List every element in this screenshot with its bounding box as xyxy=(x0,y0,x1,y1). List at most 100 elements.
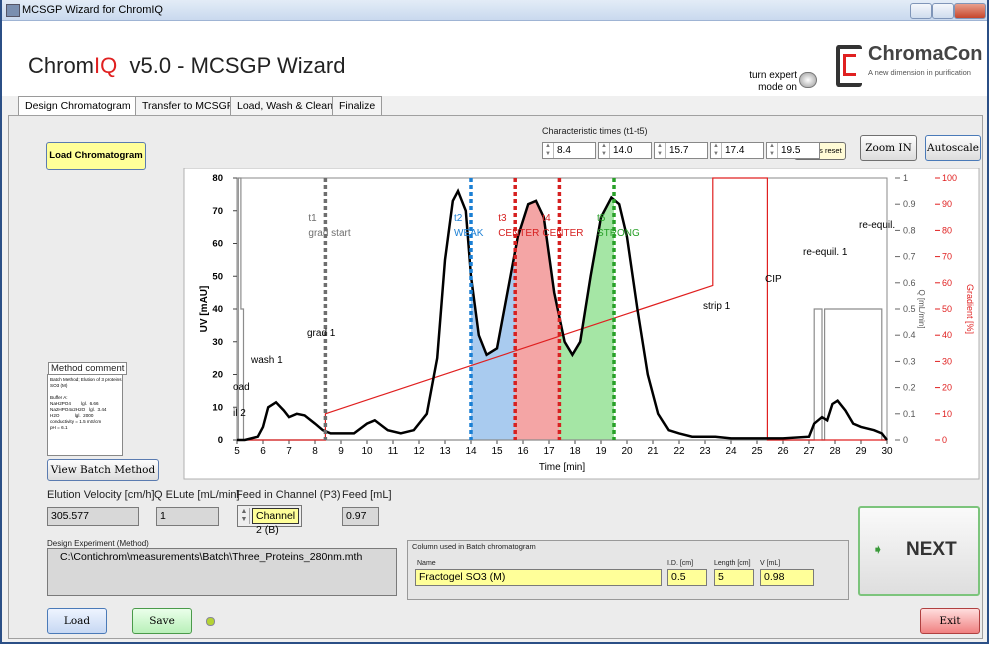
char-time-value: 15.7 xyxy=(669,145,689,156)
column-id: 0.5 xyxy=(667,569,707,586)
comment-line: SO3 (M) xyxy=(50,383,68,388)
y3-tick-label: 50 xyxy=(942,304,952,314)
y3-tick-label: 30 xyxy=(942,356,952,366)
column-field-label: V [mL] xyxy=(760,560,781,567)
cursor-name: WEAK xyxy=(454,228,484,239)
x-tick-label: 17 xyxy=(543,446,555,457)
close-button[interactable] xyxy=(954,3,986,19)
chromatogram: 5 6 7 8 9 10 11 12 13 14 15 16 17 18 19 20 21 22 23 24 25 26 2… xyxy=(183,168,980,480)
fraction-fill xyxy=(559,197,614,440)
y3-tick-label: 60 xyxy=(942,278,952,288)
spinner-arrows[interactable]: ▲ ▼ xyxy=(655,143,666,158)
zoom-in-button[interactable]: Zoom IN xyxy=(860,135,917,161)
tab[interactable]: Design Chromatogram xyxy=(18,96,138,116)
comment-line: conductivity = 1.5 mS/cm xyxy=(50,419,102,424)
minimize-button[interactable] xyxy=(910,3,932,19)
y2-tick-label: 0.1 xyxy=(903,409,916,419)
char-time-value: 8.4 xyxy=(557,145,571,156)
header: ChromIQ v5.0 - MCSGP Wizard turn expert m… xyxy=(2,21,987,96)
spinner-arrows[interactable]: ▲ ▼ xyxy=(239,508,250,524)
comment-line: pH = 6.1 xyxy=(50,425,68,430)
load-chromatogram-button[interactable]: Load Chromatogram xyxy=(46,142,146,170)
spinner-arrows[interactable]: ▲ ▼ xyxy=(599,143,610,158)
y2-tick-label: 0 xyxy=(903,435,908,445)
column-label: Column used in Batch chromatogram xyxy=(412,542,536,551)
x-tick-label: 6 xyxy=(260,446,266,457)
x-tick-label: 27 xyxy=(803,446,815,457)
column-volume: 0.98 xyxy=(760,569,814,586)
spinner-arrows[interactable]: ▲ ▼ xyxy=(767,143,778,158)
next-button[interactable]: ➧ NEXT xyxy=(858,506,980,596)
column-field-label: I.D. [cm] xyxy=(667,560,694,567)
x-tick-label: 20 xyxy=(621,446,633,457)
spinner-arrows[interactable]: ▲ ▼ xyxy=(543,143,554,158)
y2-tick-label: 0.5 xyxy=(903,304,916,314)
expert-toggle[interactable] xyxy=(799,72,817,88)
title-bar: MCSGP Wizard for ChromIQ xyxy=(2,0,987,21)
brand: Chrom xyxy=(28,53,95,78)
comment-line: NaH2PO4 lgl. 6.66 xyxy=(50,401,99,406)
view-batch-method-button[interactable]: View Batch Method xyxy=(47,459,159,481)
feed-channel: Channel 2 (B) xyxy=(252,508,299,536)
tab[interactable]: Load, Wash & Clean xyxy=(230,96,340,116)
char-time-input[interactable]: ▲ ▼ 17.4 xyxy=(710,142,764,159)
x-tick-label: 19 xyxy=(595,446,607,457)
comment-line: Na2HPO4x2H2O lgl. 3.44 xyxy=(50,407,107,412)
column-field-label: Length [cm] xyxy=(714,560,751,567)
y3-tick-label: 90 xyxy=(942,199,952,209)
x-axis-label: Time [min] xyxy=(539,462,586,473)
comment-line: Batch Method; Elution of 3 proteins on F… xyxy=(50,377,122,382)
save-button[interactable]: Save xyxy=(132,608,192,634)
design-experiment-path: C:\Contichrom\measurements\Batch\Three_P… xyxy=(47,548,397,596)
x-tick-label: 24 xyxy=(725,446,737,457)
y-tick-label: 0 xyxy=(218,435,223,446)
tab[interactable]: Finalize xyxy=(332,96,383,116)
column-name: Fractogel SO3 (M) xyxy=(415,569,662,586)
series-line xyxy=(237,177,887,441)
cursor-name: CENTER xyxy=(542,228,583,239)
x-tick-label: 12 xyxy=(413,446,425,457)
logo-tagline: A new dimension in purification xyxy=(868,68,971,77)
app-title: ChromIQ v5.0 - MCSGP Wizard xyxy=(28,53,345,79)
char-time-input[interactable]: ▲ ▼ 19.5 xyxy=(766,142,820,159)
feed-channel-spinner[interactable]: ▲ ▼ Channel 2 (B) xyxy=(237,505,302,536)
comment-line: Buffer A: xyxy=(50,395,68,400)
y2-tick-label: 0.3 xyxy=(903,356,916,366)
field-label: Elution Velocity [cm/h] xyxy=(47,489,155,501)
y3-axis-label: Gradient [%] xyxy=(965,284,975,334)
annotation: re-equil. xyxy=(859,220,895,231)
maximize-button[interactable] xyxy=(932,3,954,19)
status-led xyxy=(206,617,215,626)
y-tick-label: 40 xyxy=(212,304,223,315)
autoscale-button[interactable]: Autoscale xyxy=(925,135,981,161)
char-time-input[interactable]: ▲ ▼ 8.4 xyxy=(542,142,596,159)
spinner-arrows[interactable]: ▲ ▼ xyxy=(711,143,722,158)
tab[interactable]: Transfer to MCSGP xyxy=(135,96,241,116)
y-tick-label: 70 xyxy=(212,206,223,217)
expert-label: turn expert mode on xyxy=(737,70,797,94)
elution-velocity: 305.577 xyxy=(47,507,139,526)
load-button[interactable]: Load xyxy=(47,608,107,634)
char-times-label: Characteristic times (t1-t5) xyxy=(542,126,648,136)
y3-tick-label: 80 xyxy=(942,225,952,235)
x-tick-label: 18 xyxy=(569,446,581,457)
y3-tick-label: 40 xyxy=(942,330,952,340)
title: v5.0 - MCSGP Wizard xyxy=(129,53,346,78)
char-time-value: 17.4 xyxy=(725,145,745,156)
char-time-input[interactable]: ▲ ▼ 15.7 xyxy=(654,142,708,159)
next-label: NEXT xyxy=(906,539,957,560)
next-arrow: ➧ xyxy=(872,541,884,557)
field-label: Feed [mL] xyxy=(342,489,392,501)
fraction-fill xyxy=(471,250,516,440)
char-time-input[interactable]: ▲ ▼ 14.0 xyxy=(598,142,652,159)
y2-tick-label: 0.8 xyxy=(903,225,916,235)
x-tick-label: 10 xyxy=(361,446,373,457)
series-line xyxy=(237,177,887,441)
y3-tick-label: 10 xyxy=(942,409,952,419)
x-tick-label: 13 xyxy=(439,446,451,457)
y-tick-label: 10 xyxy=(212,402,223,413)
annotation: grad 1 xyxy=(307,328,336,339)
cursor-tag: t1 xyxy=(308,213,317,224)
exit-button[interactable]: Exit xyxy=(920,608,980,634)
